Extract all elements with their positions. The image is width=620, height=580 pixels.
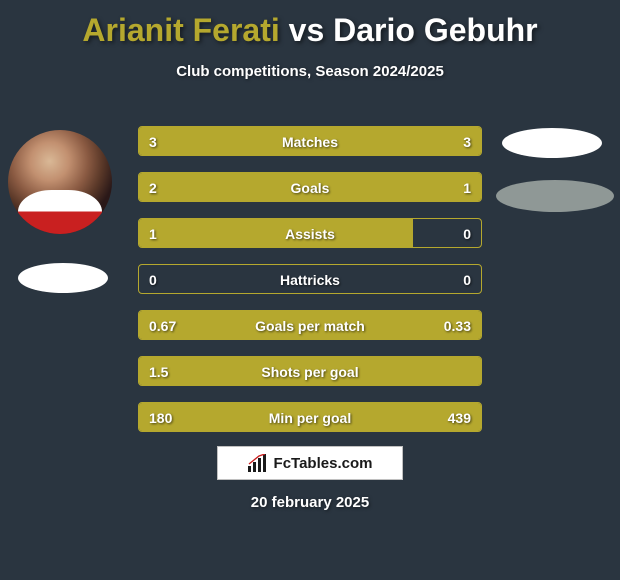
stat-value-right: 1 bbox=[463, 173, 471, 202]
stat-value-right: 0.33 bbox=[444, 311, 471, 340]
stat-label: Assists bbox=[139, 219, 481, 248]
player1-club-pill bbox=[18, 263, 108, 293]
stat-label: Matches bbox=[139, 127, 481, 156]
stat-row: 0Hattricks0 bbox=[138, 264, 482, 294]
chart-icon bbox=[248, 454, 268, 472]
logo-text: FcTables.com bbox=[274, 455, 373, 472]
stat-value-right: 0 bbox=[463, 265, 471, 294]
player2-name: Dario Gebuhr bbox=[333, 12, 537, 48]
subtitle: Club competitions, Season 2024/2025 bbox=[0, 63, 620, 80]
player1-avatar bbox=[8, 130, 112, 234]
stat-value-right: 3 bbox=[463, 127, 471, 156]
title-vs: vs bbox=[289, 12, 325, 48]
stat-value-right: 0 bbox=[463, 219, 471, 248]
stat-label: Goals bbox=[139, 173, 481, 202]
player2-club-pill bbox=[496, 180, 614, 212]
stat-row: 0.67Goals per match0.33 bbox=[138, 310, 482, 340]
stat-row: 1Assists0 bbox=[138, 218, 482, 248]
stat-label: Min per goal bbox=[139, 403, 481, 432]
stat-label: Hattricks bbox=[139, 265, 481, 294]
stat-row: 180Min per goal439 bbox=[138, 402, 482, 432]
stat-label: Shots per goal bbox=[139, 357, 481, 386]
comparison-bars: 3Matches32Goals11Assists00Hattricks00.67… bbox=[138, 126, 482, 448]
source-logo: FcTables.com bbox=[217, 446, 403, 480]
stat-value-right: 439 bbox=[448, 403, 471, 432]
stat-row: 3Matches3 bbox=[138, 126, 482, 156]
stat-row: 1.5Shots per goal bbox=[138, 356, 482, 386]
comparison-title: Arianit Ferati vs Dario Gebuhr bbox=[0, 0, 620, 49]
player2-avatar-pill bbox=[502, 128, 602, 158]
footer-date: 20 february 2025 bbox=[0, 494, 620, 511]
stat-label: Goals per match bbox=[139, 311, 481, 340]
stat-row: 2Goals1 bbox=[138, 172, 482, 202]
player1-name: Arianit Ferati bbox=[82, 12, 279, 48]
